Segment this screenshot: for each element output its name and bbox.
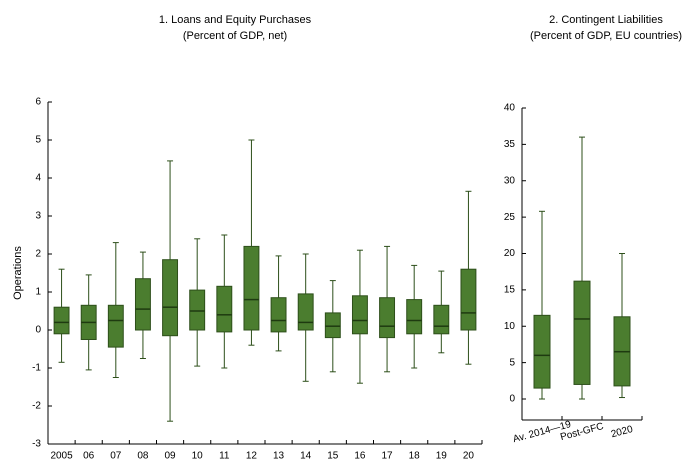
x-tick-label: 09 xyxy=(165,451,177,462)
x-tick-label: 18 xyxy=(409,451,421,462)
chart-subtitle: (Percent of GDP, net) xyxy=(183,30,287,42)
x-tick-label: 10 xyxy=(192,451,204,462)
box xyxy=(134,278,151,331)
y-tick-label: -1 xyxy=(32,363,41,374)
y-tick-label: 6 xyxy=(35,97,41,108)
y-tick-label: 4 xyxy=(35,173,41,184)
y-tick-label: 35 xyxy=(504,139,516,150)
x-tick-label: 15 xyxy=(327,451,339,462)
x-tick-label: 06 xyxy=(83,451,95,462)
box xyxy=(243,245,260,331)
y-tick-label: 3 xyxy=(35,211,41,222)
x-tick-label: 12 xyxy=(246,451,258,462)
box xyxy=(324,312,341,339)
chart-title: 1. Loans and Equity Purchases xyxy=(159,14,312,26)
box xyxy=(379,297,396,339)
box xyxy=(107,304,124,348)
box xyxy=(189,289,206,331)
y-tick-label: 5 xyxy=(35,135,41,146)
chart-subtitle: (Percent of GDP, EU countries) xyxy=(530,30,682,42)
y-tick-label: -3 xyxy=(32,439,41,450)
x-tick-label: 19 xyxy=(436,451,448,462)
y-axis-label: Operations xyxy=(12,246,24,300)
box xyxy=(162,259,179,337)
chart-title: 2. Contingent Liabilities xyxy=(549,14,663,26)
box xyxy=(297,293,314,331)
x-tick-label: 20 xyxy=(463,451,475,462)
box xyxy=(53,306,70,335)
box xyxy=(216,285,233,333)
box xyxy=(270,297,287,333)
box xyxy=(406,299,423,335)
y-tick-label: 0 xyxy=(509,394,515,405)
x-tick-label: 16 xyxy=(354,451,366,462)
y-tick-label: 5 xyxy=(509,357,515,368)
y-tick-label: 30 xyxy=(504,175,516,186)
box xyxy=(460,268,477,331)
y-tick-label: -2 xyxy=(32,401,41,412)
x-tick-label: 11 xyxy=(219,451,230,462)
box xyxy=(433,304,450,335)
x-tick-label: 07 xyxy=(110,451,122,462)
box xyxy=(351,295,368,335)
x-tick-label: 08 xyxy=(137,451,149,462)
y-tick-label: 10 xyxy=(504,321,516,332)
x-tick-label: 13 xyxy=(273,451,285,462)
x-tick-label: 2020 xyxy=(610,424,635,440)
x-tick-label: 17 xyxy=(382,451,394,462)
box xyxy=(533,314,551,389)
y-tick-label: 2 xyxy=(35,249,41,260)
y-tick-label: 25 xyxy=(504,212,516,223)
y-tick-label: 15 xyxy=(504,285,516,296)
y-tick-label: 20 xyxy=(504,248,516,259)
box xyxy=(573,280,591,385)
x-tick-label: 14 xyxy=(300,451,312,462)
y-tick-label: 40 xyxy=(504,103,516,114)
x-tick-label: 2005 xyxy=(50,451,73,462)
y-tick-label: 1 xyxy=(35,287,41,298)
y-tick-label: 0 xyxy=(35,325,41,336)
